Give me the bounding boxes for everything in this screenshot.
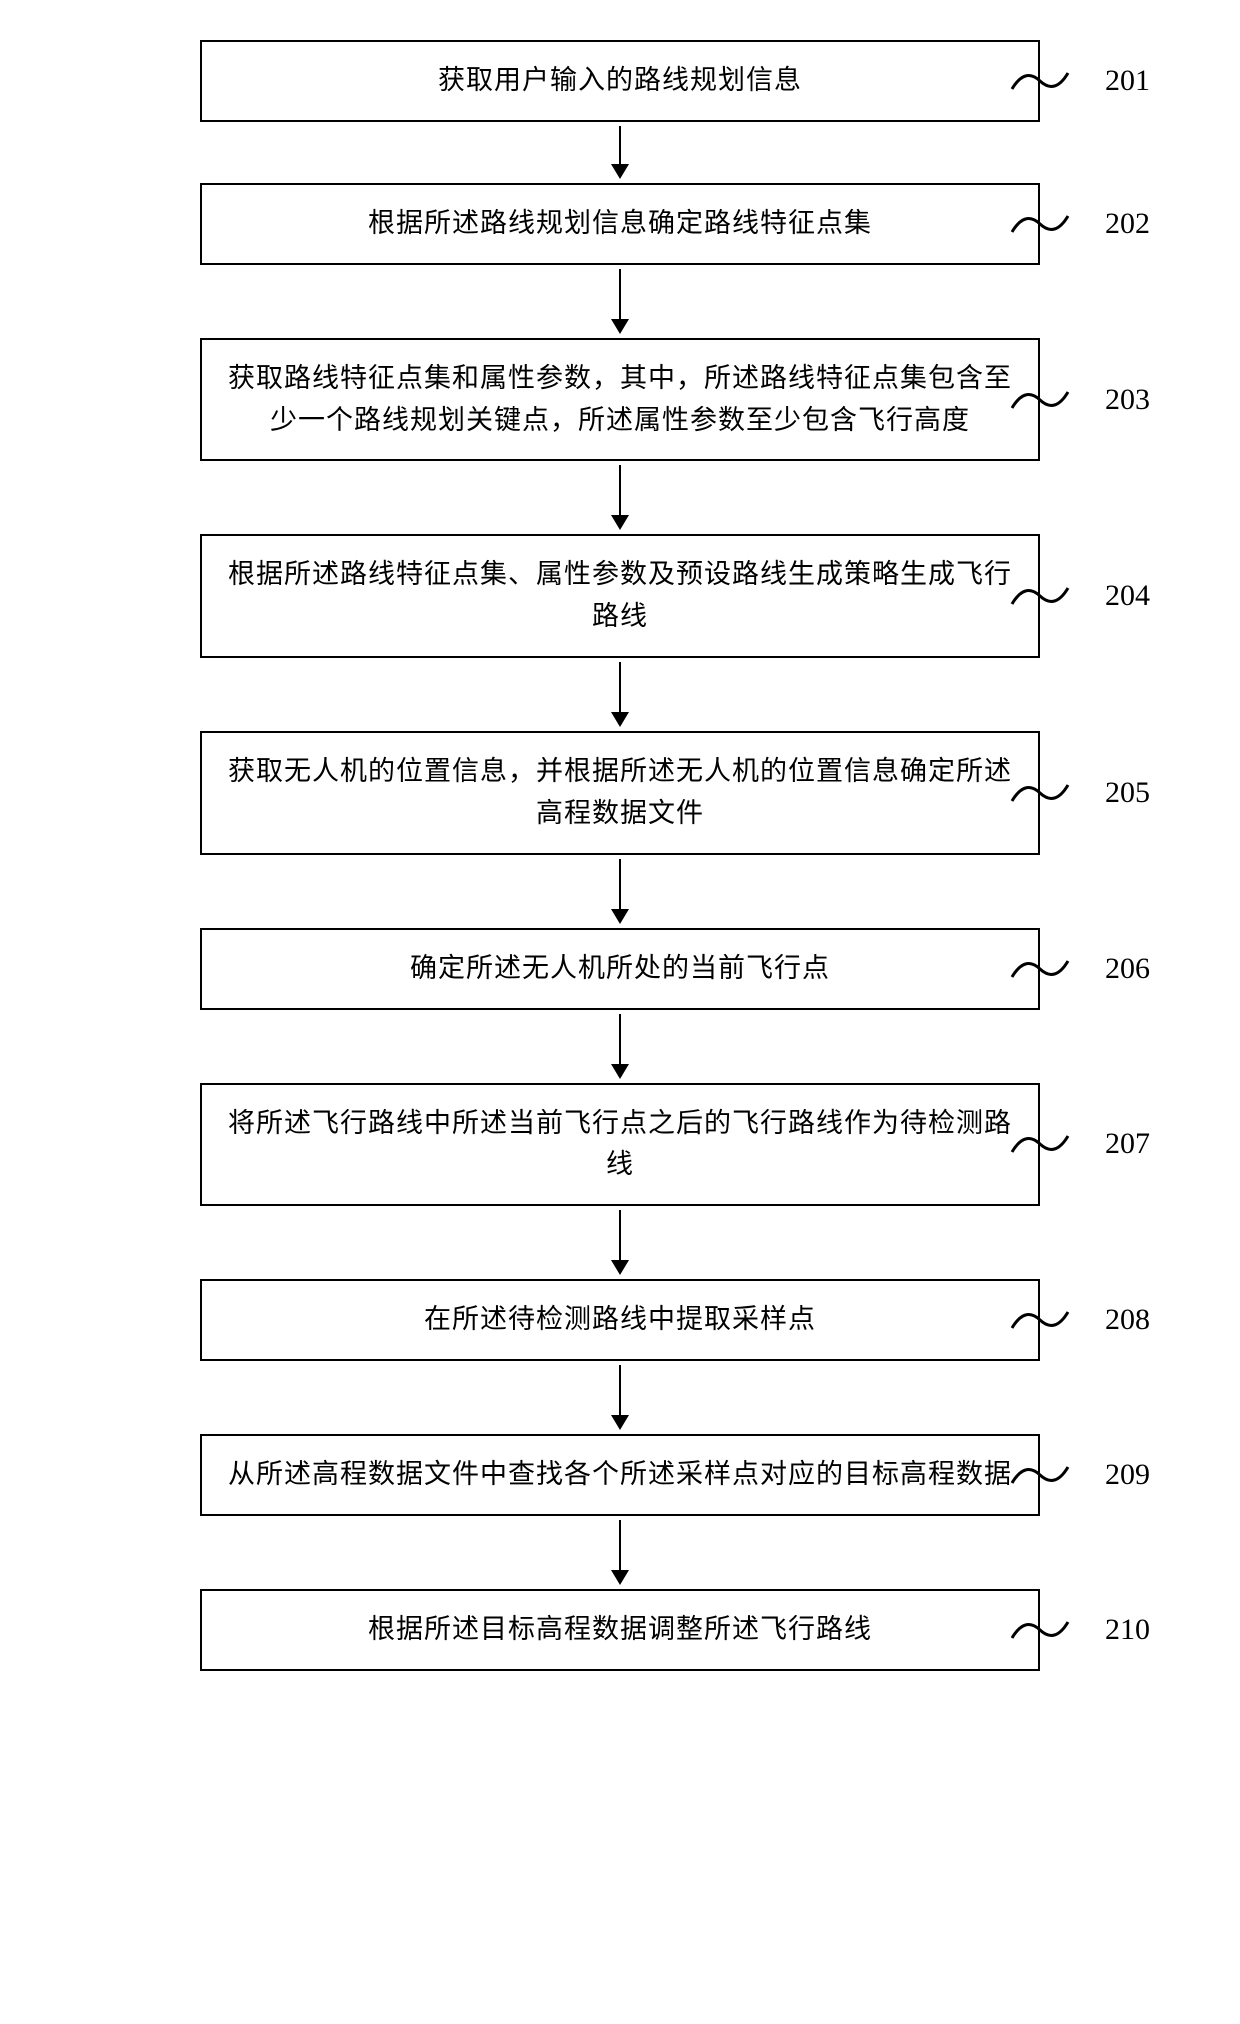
arrow-down-icon — [611, 1520, 629, 1585]
arrow-down-icon — [611, 126, 629, 179]
step-number: 208 — [1105, 1303, 1150, 1337]
connector-curve — [1010, 61, 1070, 101]
step-box-203: 获取路线特征点集和属性参数，其中，所述路线特征点集包含至少一个路线规划关键点，所… — [200, 338, 1040, 462]
step-text: 获取用户输入的路线规划信息 — [438, 60, 802, 102]
arrow-line — [619, 126, 622, 164]
step-text: 在所述待检测路线中提取采样点 — [424, 1299, 816, 1341]
arrow-line — [619, 1014, 622, 1064]
arrow-head-icon — [611, 1064, 629, 1079]
step-number: 205 — [1105, 776, 1150, 810]
arrow-down-icon — [611, 269, 629, 334]
step-text: 获取无人机的位置信息，并根据所述无人机的位置信息确定所述高程数据文件 — [226, 751, 1014, 835]
step-text: 将所述飞行路线中所述当前飞行点之后的飞行路线作为待检测路线 — [226, 1103, 1014, 1187]
connector-curve — [1010, 949, 1070, 989]
step-text: 从所述高程数据文件中查找各个所述采样点对应的目标高程数据 — [228, 1454, 1012, 1496]
connector-curve — [1010, 1300, 1070, 1340]
arrow-head-icon — [611, 1415, 629, 1430]
step-number: 206 — [1105, 952, 1150, 986]
step-row-210: 根据所述目标高程数据调整所述飞行路线 210 — [30, 1589, 1210, 1671]
step-number: 204 — [1105, 579, 1150, 613]
arrow-down-icon — [611, 1210, 629, 1275]
flowchart-container: 获取用户输入的路线规划信息 201 根据所述路线规划信息确定路线特征点集 202 获取路… — [30, 40, 1210, 1671]
connector-curve — [1010, 773, 1070, 813]
step-box-204: 根据所述路线特征点集、属性参数及预设路线生成策略生成飞行路线 — [200, 534, 1040, 658]
connector-curve — [1010, 1610, 1070, 1650]
step-text: 获取路线特征点集和属性参数，其中，所述路线特征点集包含至少一个路线规划关键点，所… — [226, 358, 1014, 442]
step-box-205: 获取无人机的位置信息，并根据所述无人机的位置信息确定所述高程数据文件 — [200, 731, 1040, 855]
step-box-209: 从所述高程数据文件中查找各个所述采样点对应的目标高程数据 — [200, 1434, 1040, 1516]
step-row-201: 获取用户输入的路线规划信息 201 — [30, 40, 1210, 122]
step-row-208: 在所述待检测路线中提取采样点 208 — [30, 1279, 1210, 1361]
step-box-206: 确定所述无人机所处的当前飞行点 — [200, 928, 1040, 1010]
step-box-202: 根据所述路线规划信息确定路线特征点集 — [200, 183, 1040, 265]
arrow-down-icon — [611, 662, 629, 727]
step-number: 210 — [1105, 1613, 1150, 1647]
step-box-208: 在所述待检测路线中提取采样点 — [200, 1279, 1040, 1361]
step-text: 根据所述目标高程数据调整所述飞行路线 — [368, 1609, 872, 1651]
step-text: 根据所述路线规划信息确定路线特征点集 — [368, 203, 872, 245]
step-row-209: 从所述高程数据文件中查找各个所述采样点对应的目标高程数据 209 — [30, 1434, 1210, 1516]
step-text: 确定所述无人机所处的当前飞行点 — [410, 948, 830, 990]
arrow-down-icon — [611, 465, 629, 530]
arrow-line — [619, 465, 622, 515]
arrow-line — [619, 1520, 622, 1570]
step-number: 201 — [1105, 64, 1150, 98]
step-box-207: 将所述飞行路线中所述当前飞行点之后的飞行路线作为待检测路线 — [200, 1083, 1040, 1207]
arrow-down-icon — [611, 859, 629, 924]
connector-curve — [1010, 1455, 1070, 1495]
step-text: 根据所述路线特征点集、属性参数及预设路线生成策略生成飞行路线 — [226, 554, 1014, 638]
connector-curve — [1010, 576, 1070, 616]
arrow-head-icon — [611, 1260, 629, 1275]
step-row-205: 获取无人机的位置信息，并根据所述无人机的位置信息确定所述高程数据文件 205 — [30, 731, 1210, 855]
step-row-207: 将所述飞行路线中所述当前飞行点之后的飞行路线作为待检测路线 207 — [30, 1083, 1210, 1207]
step-number: 207 — [1105, 1127, 1150, 1161]
arrow-head-icon — [611, 1570, 629, 1585]
arrow-line — [619, 662, 622, 712]
step-box-210: 根据所述目标高程数据调整所述飞行路线 — [200, 1589, 1040, 1671]
step-row-206: 确定所述无人机所处的当前飞行点 206 — [30, 928, 1210, 1010]
arrow-head-icon — [611, 164, 629, 179]
connector-curve — [1010, 380, 1070, 420]
connector-curve — [1010, 1124, 1070, 1164]
step-number: 209 — [1105, 1458, 1150, 1492]
connector-curve — [1010, 204, 1070, 244]
arrow-line — [619, 1365, 622, 1415]
step-row-204: 根据所述路线特征点集、属性参数及预设路线生成策略生成飞行路线 204 — [30, 534, 1210, 658]
arrow-head-icon — [611, 515, 629, 530]
arrow-down-icon — [611, 1365, 629, 1430]
arrow-down-icon — [611, 1014, 629, 1079]
step-row-202: 根据所述路线规划信息确定路线特征点集 202 — [30, 183, 1210, 265]
step-number: 202 — [1105, 207, 1150, 241]
arrow-head-icon — [611, 712, 629, 727]
arrow-line — [619, 1210, 622, 1260]
arrow-line — [619, 859, 622, 909]
step-box-201: 获取用户输入的路线规划信息 — [200, 40, 1040, 122]
step-row-203: 获取路线特征点集和属性参数，其中，所述路线特征点集包含至少一个路线规划关键点，所… — [30, 338, 1210, 462]
arrow-head-icon — [611, 909, 629, 924]
step-number: 203 — [1105, 383, 1150, 417]
arrow-head-icon — [611, 319, 629, 334]
arrow-line — [619, 269, 622, 319]
